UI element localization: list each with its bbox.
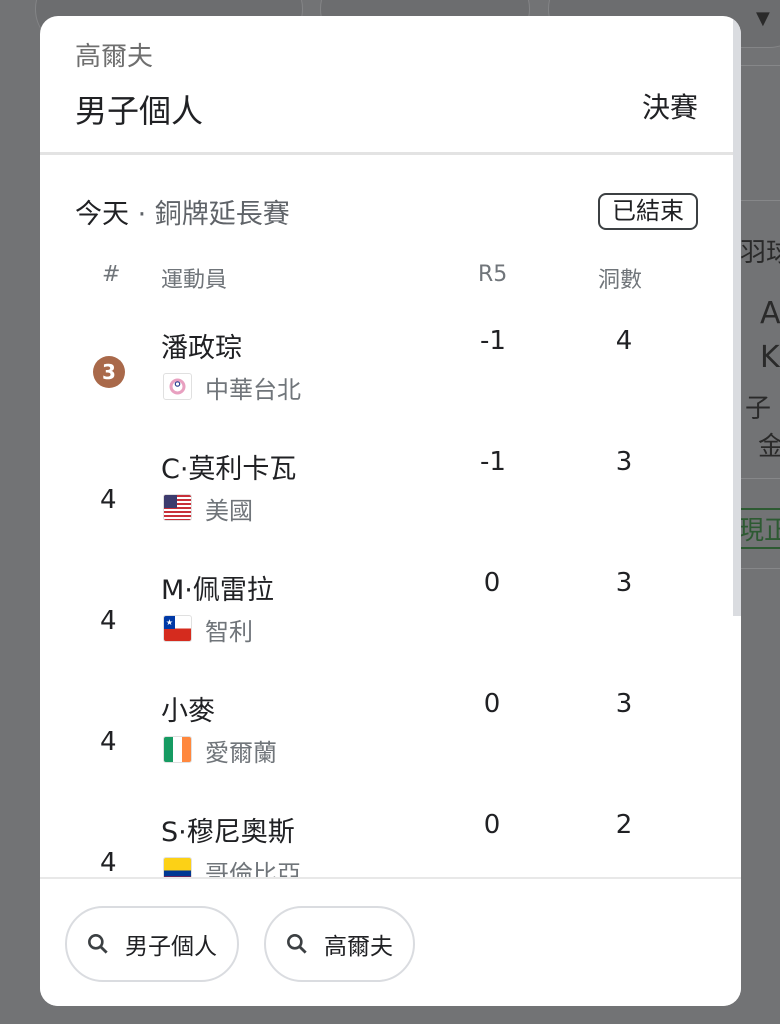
search-icon [287,934,307,954]
session-round: 銅牌延長賽 [154,199,290,230]
related-searches-bar: 男子個人 高爾夫 [40,877,741,1006]
ireland-flag-icon [163,736,192,763]
country-name: 美國 [205,497,253,525]
scrollbar[interactable] [733,16,741,616]
table-row[interactable]: 4 C·莫利卡瓦 美國 -1 3 [40,447,730,568]
r5-score: -1 [480,326,506,356]
sport-label: 高爾夫 [75,42,154,72]
r5-score: -1 [480,447,506,477]
search-chip-golf[interactable]: 高爾夫 [264,906,415,982]
athlete-name: S·穆尼奧斯 [161,817,295,848]
table-row[interactable]: 3 潘政琮 中華台北 -1 4 [40,326,730,447]
rank: 4 [100,848,117,878]
rank: 4 [100,727,117,757]
column-header-holes: 洞數 [598,268,643,293]
column-header-athlete: 運動員 [161,268,228,293]
search-chip-mens-individual[interactable]: 男子個人 [65,906,239,982]
holes-count: 4 [615,326,633,356]
athlete-name: 潘政琮 [161,333,242,364]
background-text: K [760,340,780,375]
bronze-medal-rank: 3 [93,356,125,388]
separator: · [129,199,155,230]
stage-label: 決賽 [641,91,698,124]
background-text: 羽球 [740,238,780,268]
country-name: 愛爾蘭 [205,739,277,767]
athlete-name: M·佩雷拉 [161,575,274,606]
background-text: 金 [758,432,780,462]
results-card: 高爾夫 男子個人 決賽 今天 · 銅牌延長賽 已結束 # 運動員 R5 洞數 3… [40,16,741,1006]
country-name: 智利 [205,618,253,646]
event-title: 男子個人 [75,92,204,130]
column-header-r5: R5 [478,262,508,287]
chinese-taipei-flag-icon [163,373,192,400]
athlete-name: 小麥 [161,696,215,727]
dropdown-arrow-icon: ▼ [756,8,770,29]
divider [40,152,733,155]
rank: 4 [100,606,117,636]
status-badge: 已結束 [598,193,698,230]
chile-flag-icon: ★ [163,615,192,642]
table-row[interactable]: 4 小麥 愛爾蘭 0 3 [40,689,730,810]
rank: 4 [100,485,117,515]
usa-flag-icon [163,494,192,521]
background-text: 現正 [738,508,780,549]
r5-score: 0 [483,689,501,719]
r5-score: 0 [483,568,501,598]
holes-count: 2 [615,810,633,840]
session-info: 今天 · 銅牌延長賽 [75,192,290,231]
table-row[interactable]: 4 M·佩雷拉 ★ 智利 0 3 [40,568,730,689]
column-header-rank: # [102,262,121,287]
athlete-name: C·莫利卡瓦 [161,454,297,485]
r5-score: 0 [483,810,501,840]
country-name: 中華台北 [205,376,301,404]
session-day: 今天 [75,199,129,230]
background-text: A [760,296,780,331]
search-icon [88,934,108,954]
chip-label: 男子個人 [125,934,217,960]
holes-count: 3 [615,689,633,719]
holes-count: 3 [615,568,633,598]
background-text: 子 [745,394,772,424]
chip-label: 高爾夫 [324,934,393,960]
holes-count: 3 [615,447,633,477]
